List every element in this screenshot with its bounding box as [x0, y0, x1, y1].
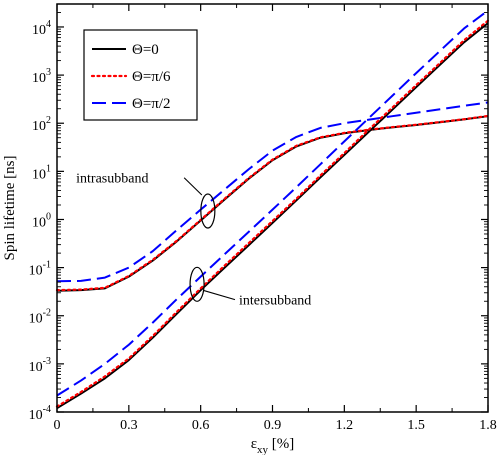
- axis-ticks: [56, 4, 489, 413]
- x-tick-label: 0.6: [192, 418, 210, 433]
- x-tick-label: 1.2: [336, 418, 354, 433]
- annotation-pointer: [202, 289, 236, 301]
- annotation-layer: intrasubband intersubband: [76, 172, 311, 309]
- legend-label: Θ=0: [132, 42, 159, 58]
- legend-label: Θ=π/2: [132, 96, 171, 112]
- axis-labels: 0 0.3 0.6 0.9 1.2 1.5 1.8 10-4 10-3 10-2 10-1 100 10…: [2, 19, 497, 455]
- y-tick-label: 102: [32, 115, 51, 134]
- x-tick-label: 0.3: [120, 418, 138, 433]
- y-tick-label: 10-2: [29, 308, 51, 327]
- y-tick-label: 10-4: [29, 404, 51, 423]
- annotation-ellipse: [189, 266, 205, 302]
- series-line-intersubband-5: [56, 9, 489, 397]
- annotation-label: intersubband: [239, 294, 311, 309]
- x-axis-label: εxy [%]: [251, 436, 295, 455]
- y-tick-label: 103: [32, 67, 51, 86]
- x-tick-label: 1.8: [479, 418, 497, 433]
- x-tick-label: 1.5: [407, 418, 425, 433]
- series-line-intrasubband-2: [56, 101, 489, 283]
- legend: Θ=0 Θ=π/6 Θ=π/2: [83, 29, 198, 121]
- y-tick-label: 101: [32, 163, 51, 182]
- y-tick-label: 10-3: [29, 356, 51, 375]
- y-axis-label: Spin lifetime [ns]: [2, 156, 18, 261]
- series-line-intrasubband-0: [56, 115, 489, 292]
- x-tick-label: 0.9: [264, 418, 282, 433]
- legend-label: Θ=π/6: [132, 69, 171, 85]
- annotation-ellipse: [200, 193, 216, 229]
- y-tick-label: 100: [32, 211, 51, 230]
- annotation-pointer: [183, 177, 203, 196]
- x-tick-label: 0: [54, 418, 61, 433]
- y-tick-label: 104: [32, 19, 51, 38]
- series-line-intersubband-4: [55, 19, 490, 408]
- y-tick-label: 10-1: [29, 260, 51, 279]
- annotation-label: intrasubband: [76, 172, 148, 187]
- series-line-intrasubband-1: [55, 114, 490, 292]
- series-layer: [55, 9, 490, 410]
- series-line-intersubband-3: [56, 22, 489, 410]
